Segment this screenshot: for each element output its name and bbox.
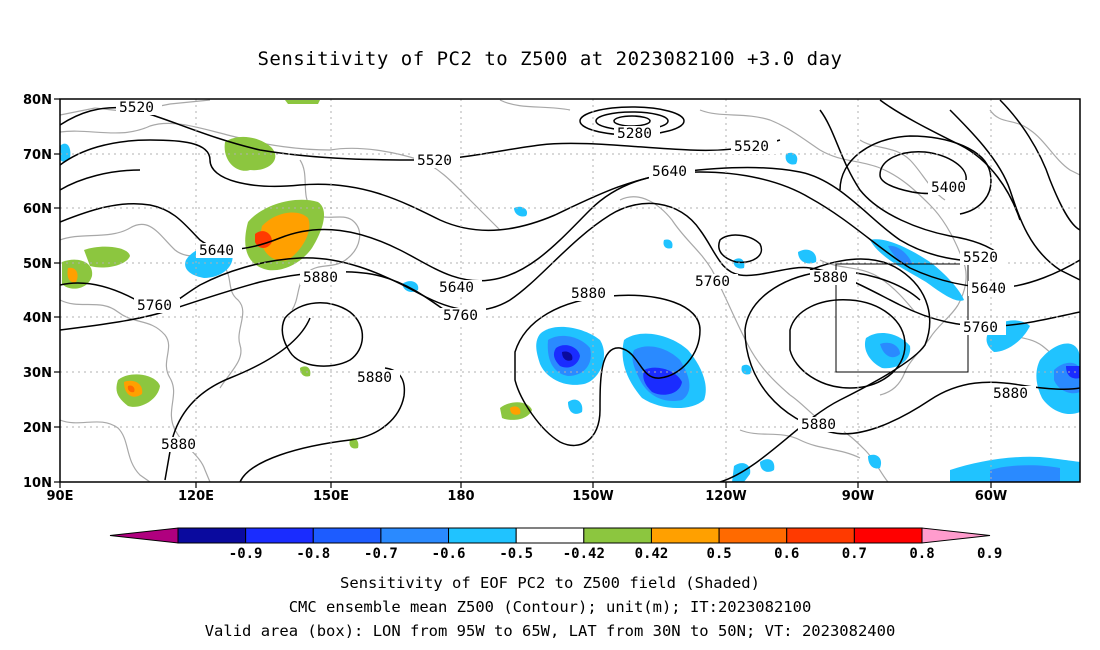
contour-label: 5400 (931, 180, 966, 196)
contour-label: 5640 (439, 280, 474, 296)
colorbar-tick-label: 0.8 (909, 546, 934, 562)
lon-label: 120E (178, 489, 214, 504)
contour-label: 5760 (137, 298, 172, 314)
contour-label: 5880 (813, 270, 848, 286)
contour-label: 5640 (199, 243, 234, 259)
contour-label: 5880 (357, 370, 392, 386)
gridlines (60, 99, 1080, 482)
caption-line-3: Valid area (box): LON from 95W to 65W, L… (204, 622, 896, 640)
contour-label: 5880 (571, 286, 606, 302)
contour-label: 5880 (161, 437, 196, 453)
lon-label: 60W (975, 489, 1007, 504)
lon-label: 90E (47, 489, 74, 504)
colorbar-swatch (515, 527, 585, 544)
contour-label: 5880 (801, 417, 836, 433)
colorbar-tick-label: 0.5 (706, 546, 731, 562)
lon-label: 120W (705, 489, 746, 504)
chart-title: Sensitivity of PC2 to Z500 at 2023082100… (257, 48, 843, 70)
lat-label: 60N (23, 202, 52, 217)
lon-label: 150W (572, 489, 613, 504)
contour-label: 5520 (963, 250, 998, 266)
contour-label: 5640 (652, 164, 687, 180)
contour-label: 5760 (443, 308, 478, 324)
lon-label: 90W (842, 489, 874, 504)
contour-label: 5880 (303, 270, 338, 286)
colorbar-swatch (177, 527, 247, 544)
colorbar-tick-label: -0.6 (432, 546, 466, 562)
axis-ticks (54, 98, 992, 488)
caption-line-1: Sensitivity of EOF PC2 to Z500 field (Sh… (340, 574, 760, 592)
contour-label: 5760 (963, 320, 998, 336)
contour-label: 5520 (119, 100, 154, 116)
colorbar-arrow-right (921, 527, 991, 544)
contour-label: 5640 (971, 281, 1006, 297)
colorbar-tick-label: 0.9 (977, 546, 1002, 562)
sensitivity-shading (60, 100, 1080, 482)
caption-line-2: CMC ensemble mean Z500 (Contour); unit(m… (288, 598, 812, 616)
colorbar-swatch (718, 527, 788, 544)
colorbar-tick-label: -0.8 (296, 546, 330, 562)
colorbar-arrow-left (109, 527, 179, 544)
contour-label: 5880 (993, 386, 1028, 402)
contour-label: 5760 (695, 274, 730, 290)
colorbar-tick-label: 0.6 (774, 546, 799, 562)
lat-label: 30N (23, 366, 52, 381)
colorbar-swatch (380, 527, 450, 544)
lat-label: 10N (23, 476, 52, 491)
lat-label: 40N (23, 311, 52, 326)
colorbar-tick-label: -0.9 (229, 546, 263, 562)
map-frame (59, 98, 1081, 483)
colorbar: -0.9 -0.8 -0.7 -0.6 -0.5 -0.42 0.42 0.5 0.6 0.7 0.… (109, 527, 1002, 562)
contour-label: 5520 (417, 153, 452, 169)
colorbar-swatch (312, 527, 382, 544)
colorbar-swatch (448, 527, 517, 544)
colorbar-swatch (650, 527, 720, 544)
colorbar-tick-label: -0.7 (364, 546, 398, 562)
lon-label: 180 (447, 489, 474, 504)
colorbar-swatch (853, 527, 923, 544)
colorbar-swatch (245, 527, 314, 544)
z500-contours (60, 99, 1080, 482)
colorbar-swatch (583, 527, 652, 544)
colorbar-tick-label: -0.5 (499, 546, 533, 562)
contour-label: 5280 (617, 126, 652, 142)
valid-area-box (835, 263, 969, 373)
colorbar-tick-label: -0.42 (563, 546, 605, 562)
colorbar-swatch (786, 527, 855, 544)
lon-label: 150E (313, 489, 349, 504)
lat-label: 80N (23, 93, 52, 108)
lat-label: 70N (23, 148, 52, 163)
contour-label: 5520 (734, 139, 769, 155)
lat-label: 50N (23, 257, 52, 272)
lat-label: 20N (23, 421, 52, 436)
colorbar-tick-label: 0.7 (842, 546, 867, 562)
colorbar-tick-label: 0.42 (635, 546, 669, 562)
